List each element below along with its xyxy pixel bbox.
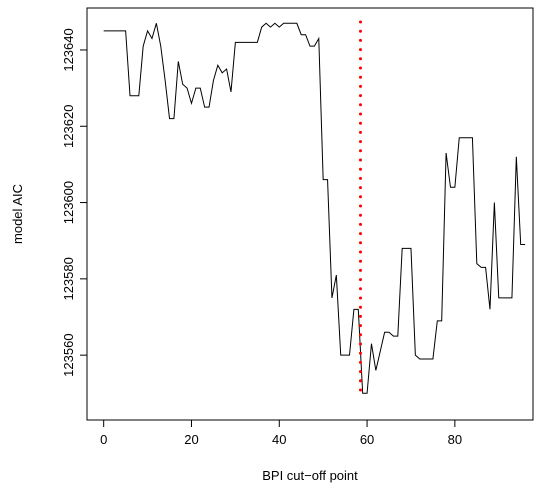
y-tick-label: 123620 bbox=[61, 105, 76, 148]
x-tick-label: 80 bbox=[448, 432, 462, 447]
y-axis-label: model AIC bbox=[10, 184, 25, 244]
x-tick-label: 20 bbox=[184, 432, 198, 447]
plot-box bbox=[86, 7, 534, 421]
y-tick-label: 123640 bbox=[61, 28, 76, 71]
y-tick-label: 123580 bbox=[61, 257, 76, 300]
x-tick-label: 0 bbox=[100, 432, 107, 447]
x-tick-label: 40 bbox=[272, 432, 286, 447]
x-tick-label: 60 bbox=[360, 432, 374, 447]
y-tick-label: 123560 bbox=[61, 333, 76, 376]
data-line bbox=[103, 22, 526, 394]
y-tick-label: 123600 bbox=[61, 181, 76, 224]
x-axis-label: BPI cut−off point bbox=[262, 468, 358, 483]
